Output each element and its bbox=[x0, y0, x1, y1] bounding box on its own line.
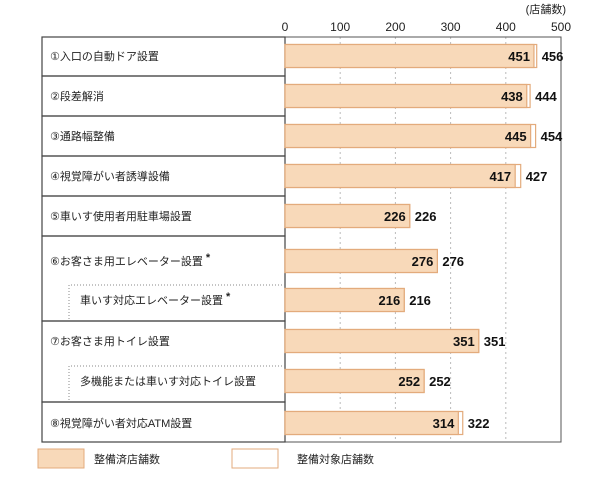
completed-value-label: 351 bbox=[453, 334, 475, 349]
category-label: ⑧視覚障がい者対応ATM設置 bbox=[50, 416, 192, 430]
completed-value-label: 314 bbox=[433, 416, 455, 431]
completed-value-label: 445 bbox=[505, 129, 527, 144]
x-tick-label: 100 bbox=[330, 20, 350, 34]
category-label: ⑥お客さま用エレベーター設置 bbox=[50, 254, 203, 268]
category-label: ⑦お客さま用トイレ設置 bbox=[50, 334, 170, 348]
target-value-label: 322 bbox=[468, 416, 490, 431]
category-label-box bbox=[41, 320, 286, 403]
target-value-label: 444 bbox=[535, 89, 557, 104]
target-value-label: 216 bbox=[409, 293, 431, 308]
completed-bar bbox=[284, 83, 528, 109]
sub-item-box bbox=[68, 284, 285, 321]
category-label: ①入口の自動ドア設置 bbox=[50, 49, 159, 63]
target-value-label: 226 bbox=[415, 209, 437, 224]
asterisk-mark: * bbox=[206, 252, 211, 264]
legend-swatch-completed bbox=[37, 448, 85, 469]
completed-value-label: 451 bbox=[508, 49, 530, 64]
target-value-label: 454 bbox=[541, 129, 563, 144]
completed-bar bbox=[284, 287, 405, 313]
asterisk-mark: * bbox=[226, 291, 231, 303]
completed-value-label: 417 bbox=[489, 169, 511, 184]
completed-bar bbox=[284, 123, 532, 149]
completed-bar bbox=[284, 203, 411, 229]
completed-bar bbox=[284, 368, 425, 394]
unit-label: (店舗数) bbox=[526, 2, 566, 16]
legend-label-completed: 整備済店舗数 bbox=[94, 452, 160, 466]
target-value-label: 276 bbox=[442, 254, 464, 269]
completed-value-label: 276 bbox=[412, 254, 434, 269]
completed-value-label: 216 bbox=[379, 293, 401, 308]
target-value-label: 351 bbox=[484, 334, 506, 349]
x-tick-label: 400 bbox=[496, 20, 516, 34]
category-label-box bbox=[41, 235, 286, 322]
category-label: ⑤車いす使用者用駐車場設置 bbox=[50, 209, 192, 223]
sub-item-box bbox=[68, 365, 285, 402]
x-tick-label: 0 bbox=[282, 20, 289, 34]
x-tick-label: 500 bbox=[551, 20, 571, 34]
category-label: ④視覚障がい者誘導設備 bbox=[50, 169, 170, 183]
legend-swatch-target bbox=[231, 448, 279, 469]
completed-bar bbox=[284, 328, 480, 354]
category-label: 車いす対応エレベーター設置 bbox=[80, 293, 223, 307]
legend-label-target: 整備対象店舗数 bbox=[297, 452, 374, 466]
completed-value-label: 252 bbox=[398, 374, 420, 389]
category-label: 多機能または車いす対応トイレ設置 bbox=[80, 374, 256, 388]
x-tick-label: 200 bbox=[385, 20, 405, 34]
completed-bar bbox=[284, 410, 459, 436]
completed-value-label: 438 bbox=[501, 89, 523, 104]
completed-bar bbox=[284, 248, 438, 274]
target-value-label: 252 bbox=[429, 374, 451, 389]
x-tick-label: 300 bbox=[441, 20, 461, 34]
target-value-label: 456 bbox=[542, 49, 564, 64]
completed-value-label: 226 bbox=[384, 209, 406, 224]
category-label: ③通路幅整備 bbox=[50, 129, 115, 143]
target-value-label: 427 bbox=[526, 169, 548, 184]
completed-bar bbox=[284, 163, 516, 189]
category-label: ②段差解消 bbox=[50, 89, 104, 103]
completed-bar bbox=[284, 43, 535, 69]
